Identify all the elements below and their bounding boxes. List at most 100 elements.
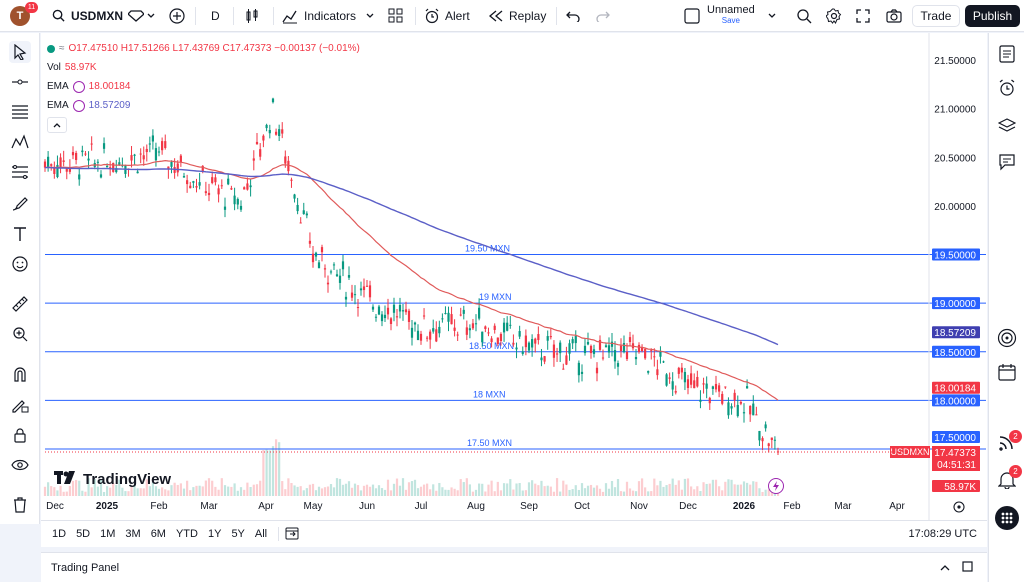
candle [207,183,211,202]
candle [151,129,154,150]
replay-button[interactable]: Replay [482,0,552,32]
candle [432,319,435,334]
volume-bar [459,479,462,496]
snapshot-button[interactable] [880,0,908,32]
compare-button[interactable] [163,0,191,32]
user-avatar[interactable]: T [10,6,30,26]
range-button-3m[interactable]: 3M [125,528,141,540]
undo-button[interactable] [560,0,586,32]
layout-name[interactable]: Unnamed Save [707,4,755,25]
range-button-1d[interactable]: 1D [52,528,67,540]
candle [252,150,255,171]
chat-button[interactable] [996,151,1018,173]
settings-button[interactable] [820,0,848,32]
target-button[interactable] [996,327,1018,349]
fib-tool[interactable] [9,101,31,123]
refresh-icon[interactable] [72,80,85,93]
calendar-button[interactable] [996,361,1018,383]
measure-tool[interactable] [9,293,31,315]
candle [512,334,515,347]
candle [438,320,441,338]
candle [317,260,321,269]
volume-bar [613,487,617,496]
candle [474,314,478,332]
emoji-tool[interactable] [9,253,31,275]
volume-bar [299,486,302,496]
hline-price-tag: 19.00000 [932,297,980,310]
signals-button[interactable] [996,431,1018,453]
zoom-tool[interactable] [9,323,31,345]
refresh-icon[interactable] [72,99,85,112]
maximize-panel-button[interactable] [962,560,973,575]
volume-bar [189,490,192,496]
volume-bar [214,486,217,496]
indicators-button[interactable]: Indicators [276,0,362,32]
chart-pane[interactable]: 19.50 MXN 19 MXN 18.50 MXN 18 MXN 17.50 MXN … [41,33,987,524]
layers-button[interactable] [996,115,1018,137]
prediction-tool[interactable] [9,161,31,183]
trend-line-tool[interactable] [9,71,31,93]
range-button-5y[interactable]: 5Y [231,528,245,540]
volume-bar [173,482,176,496]
magnet-tool[interactable] [9,363,31,385]
pattern-tool[interactable] [9,131,31,153]
time-tick-label: 2025 [96,501,119,512]
range-button-5d[interactable]: 5D [76,528,91,540]
volume-bar [239,487,243,496]
volume-bar [721,490,724,496]
candle [130,146,133,168]
volume-bar [356,485,360,496]
quick-search-button[interactable] [790,0,818,32]
volume-bar [170,485,173,496]
volume-bar [53,487,56,496]
range-button-1m[interactable]: 1M [100,528,116,540]
publish-button[interactable]: Publish [965,5,1020,27]
collapse-legend-button[interactable] [47,117,67,133]
time-tick-label: Apr [889,501,905,512]
goto-date-button[interactable] [285,526,299,543]
text-tool[interactable] [9,223,31,245]
candle [392,297,396,322]
watchlist-toggle[interactable] [122,0,161,32]
range-button-1y[interactable]: 1Y [207,528,222,540]
trade-button[interactable]: Trade [912,5,960,27]
expand-panel-button[interactable] [940,562,950,574]
axis-settings-icon[interactable] [953,501,965,513]
fullscreen-button[interactable] [850,0,876,32]
volume-bar [90,487,93,496]
utc-clock[interactable]: 17:08:29 UTC [908,528,977,540]
candle [401,303,405,321]
remove-drawings-tool[interactable] [9,494,31,516]
volume-bar [665,485,668,496]
range-button-all[interactable]: All [254,528,268,540]
candle [521,346,524,356]
layout-dropdown[interactable] [762,0,782,32]
redo-button[interactable] [590,0,616,32]
lock-drawings-tool[interactable] [9,424,31,446]
watchlist-button[interactable] [996,43,1018,65]
range-button-ytd[interactable]: YTD [175,528,198,540]
brush-tool[interactable] [9,193,31,215]
symbol-search[interactable]: USDMXN [46,0,129,32]
alert-button[interactable]: Alert [418,0,476,32]
apps-button[interactable] [995,506,1019,530]
ema2-row[interactable]: EMA 18.57209 [47,96,360,115]
candle [338,268,342,290]
templates-button[interactable] [382,0,409,32]
layout-checkbox[interactable] [678,0,706,32]
trading-panel-bar[interactable]: Trading Panel [41,552,987,582]
alerts-button[interactable] [996,77,1018,99]
ema1-row[interactable]: EMA 18.00184 [47,77,360,96]
indicators-dropdown[interactable] [360,0,380,32]
chart-type-button[interactable] [238,0,266,32]
lightning-icon[interactable] [768,478,784,494]
hide-drawings-tool[interactable] [9,454,31,476]
volume-bar [186,480,189,496]
cursor-tool[interactable] [9,41,31,63]
interval-selector[interactable]: D [211,8,220,23]
candle [644,347,647,360]
range-button-6m[interactable]: 6M [150,528,166,540]
stay-drawing-tool[interactable] [9,394,31,416]
candle [311,245,315,268]
